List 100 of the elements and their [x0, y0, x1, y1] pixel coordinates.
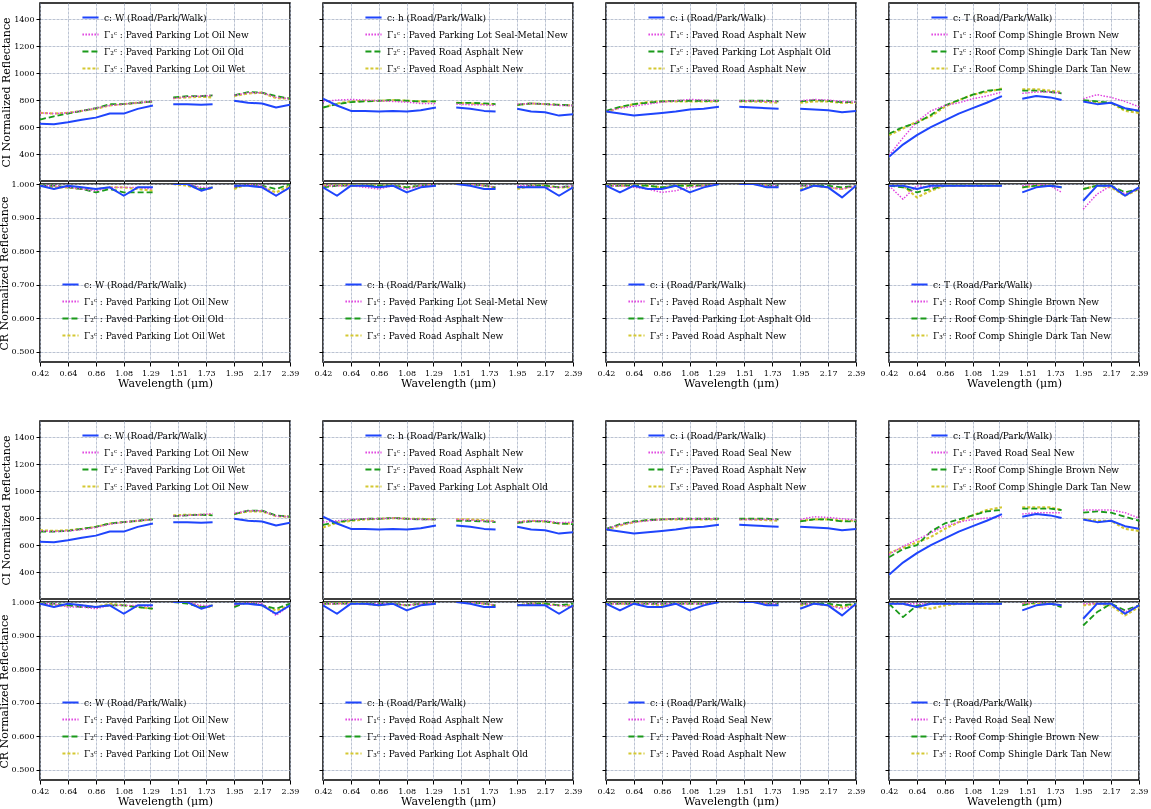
legend-label: Γ₁ᶜ : Roof Comp Shingle Brown New [933, 296, 1100, 307]
x-tick-label: 1.95 [791, 786, 810, 796]
x-axis-title: Wavelength (μm) [401, 376, 496, 390]
y-tick-label: 0.700 [11, 280, 35, 290]
x-tick-label: 1.08 [964, 786, 983, 796]
x-tick-label: 0.64 [625, 786, 644, 796]
x-axis-title: Wavelength (μm) [967, 794, 1062, 808]
x-tick-label: 1.29 [708, 368, 726, 378]
x-tick-label: 0.86 [87, 786, 106, 796]
y-tick-label: 1200 [14, 459, 35, 469]
legend-label: c: T (Road/Park/Walk) [953, 12, 1053, 23]
legend-label: Γ₁ᶜ : Paved Road Seal New [650, 714, 772, 725]
legend-label: Γ₂ᶜ : Paved Road Asphalt New [650, 731, 787, 742]
x-tick-label: 0.42 [31, 786, 50, 796]
x-tick-label: 1.29 [708, 786, 726, 796]
y-tick-label: 0.500 [11, 347, 35, 357]
legend-label: Γ₃ᶜ : Paved Parking Lot Oil New [84, 748, 229, 759]
legend-label: Γ₃ᶜ : Paved Parking Lot Oil Wet [84, 330, 226, 341]
legend-label: Γ₁ᶜ : Paved Road Asphalt New [650, 296, 787, 307]
x-tick-label: 1.08 [115, 786, 134, 796]
legend-label: Γ₂ᶜ : Roof Comp Shingle Dark Tan New [953, 46, 1132, 57]
legend-label: Γ₁ᶜ : Roof Comp Shingle Brown New [953, 29, 1120, 40]
y-tick-label: 800 [19, 513, 35, 523]
x-axis-title: Wavelength (μm) [401, 794, 496, 808]
x-tick-label: 0.42 [31, 368, 50, 378]
x-tick-label: 0.64 [908, 368, 927, 378]
legend-label: Γ₁ᶜ : Paved Road Asphalt New [387, 447, 524, 458]
x-tick-label: 1.73 [763, 786, 782, 796]
x-tick-label: 1.73 [763, 368, 782, 378]
legend-label: Γ₁ᶜ : Paved Parking Lot Oil New [104, 29, 249, 40]
legend-label: Γ₃ᶜ : Roof Comp Shingle Dark Tan New [933, 748, 1112, 759]
x-tick-label: 0.42 [314, 786, 333, 796]
x-tick-label: 1.29 [991, 786, 1009, 796]
legend-label: c: W (Road/Park/Walk) [104, 12, 207, 23]
y-tick-label: 1.000 [11, 597, 35, 607]
x-axis-title: Wavelength (μm) [118, 794, 213, 808]
legend-label: c: i (Road/Park/Walk) [670, 12, 767, 23]
x-tick-label: 1.73 [1046, 368, 1065, 378]
x-tick-label: 1.51 [452, 368, 471, 378]
legend-label: c: h (Road/Park/Walk) [367, 279, 466, 290]
legend-label: Γ₂ᶜ : Paved Parking Lot Asphalt Old [650, 313, 812, 324]
y-tick-label: 1000 [14, 486, 35, 496]
x-tick-label: 0.42 [597, 786, 616, 796]
legend-label: c: h (Road/Park/Walk) [367, 697, 466, 708]
legend-label: c: W (Road/Park/Walk) [84, 697, 187, 708]
y-tick-label: 0.600 [11, 731, 35, 741]
x-tick-label: 2.39 [564, 786, 583, 796]
x-tick-label: 0.64 [59, 786, 78, 796]
legend-label: Γ₃ᶜ : Paved Road Asphalt New [650, 330, 787, 341]
legend-label: Γ₃ᶜ : Roof Comp Shingle Dark Tan New [933, 330, 1112, 341]
y-tick-label: 1200 [14, 41, 35, 51]
x-tick-label: 1.73 [1046, 786, 1065, 796]
x-tick-label: 1.51 [452, 786, 471, 796]
legend-label: c: T (Road/Park/Walk) [953, 430, 1053, 441]
y-tick-label: 0.600 [11, 313, 35, 323]
legend-label: Γ₂ᶜ : Roof Comp Shingle Dark Tan New [933, 313, 1112, 324]
y-axis-title: CR Normalized Reflectance [0, 614, 11, 769]
legend-label: Γ₃ᶜ : Paved Road Asphalt New [670, 481, 807, 492]
legend-label: c: i (Road/Park/Walk) [650, 697, 747, 708]
legend-label: Γ₂ᶜ : Paved Parking Lot Oil Wet [84, 731, 226, 742]
x-tick-label: 1.08 [115, 368, 134, 378]
x-tick-label: 2.39 [564, 368, 583, 378]
legend-label: Γ₃ᶜ : Roof Comp Shingle Dark Tan New [953, 63, 1132, 74]
legend-label: Γ₁ᶜ : Paved Parking Lot Oil New [84, 714, 229, 725]
x-tick-label: 1.95 [225, 368, 244, 378]
y-tick-label: 0.700 [11, 698, 35, 708]
x-tick-label: 2.17 [819, 368, 838, 378]
legend-label: c: W (Road/Park/Walk) [104, 430, 207, 441]
x-tick-label: 0.64 [625, 368, 644, 378]
x-tick-label: 1.73 [197, 368, 216, 378]
legend-label: Γ₂ᶜ : Paved Road Asphalt New [367, 731, 504, 742]
legend-label: Γ₂ᶜ : Paved Road Asphalt New [670, 464, 807, 475]
x-tick-label: 1.95 [508, 368, 527, 378]
legend-label: Γ₃ᶜ : Paved Road Asphalt New [670, 63, 807, 74]
y-tick-label: 400 [19, 567, 35, 577]
legend-label: c: i (Road/Park/Walk) [670, 430, 767, 441]
y-tick-label: 600 [19, 540, 35, 550]
legend-label: Γ₃ᶜ : Paved Road Asphalt New [387, 63, 524, 74]
legend-label: c: i (Road/Park/Walk) [650, 279, 747, 290]
legend-label: c: T (Road/Park/Walk) [933, 697, 1033, 708]
x-tick-label: 2.39 [281, 786, 300, 796]
x-tick-label: 1.08 [681, 786, 700, 796]
x-tick-label: 2.17 [1102, 368, 1121, 378]
y-tick-label: 600 [19, 122, 35, 132]
x-tick-label: 2.39 [1130, 786, 1149, 796]
y-tick-label: 800 [19, 95, 35, 105]
y-tick-label: 0.500 [11, 765, 35, 775]
x-tick-label: 0.86 [370, 368, 389, 378]
legend-label: Γ₁ᶜ : Paved Road Asphalt New [670, 29, 807, 40]
y-tick-label: 400 [19, 149, 35, 159]
x-axis-title: Wavelength (μm) [967, 376, 1062, 390]
x-tick-label: 1.73 [480, 368, 499, 378]
x-tick-label: 2.39 [281, 368, 300, 378]
legend-label: Γ₂ᶜ : Paved Road Asphalt New [367, 313, 504, 324]
x-tick-label: 2.17 [819, 786, 838, 796]
x-tick-label: 0.42 [880, 786, 899, 796]
x-tick-label: 0.64 [908, 786, 927, 796]
x-tick-label: 0.86 [370, 786, 389, 796]
x-tick-label: 1.73 [197, 786, 216, 796]
x-axis-title: Wavelength (μm) [118, 376, 213, 390]
